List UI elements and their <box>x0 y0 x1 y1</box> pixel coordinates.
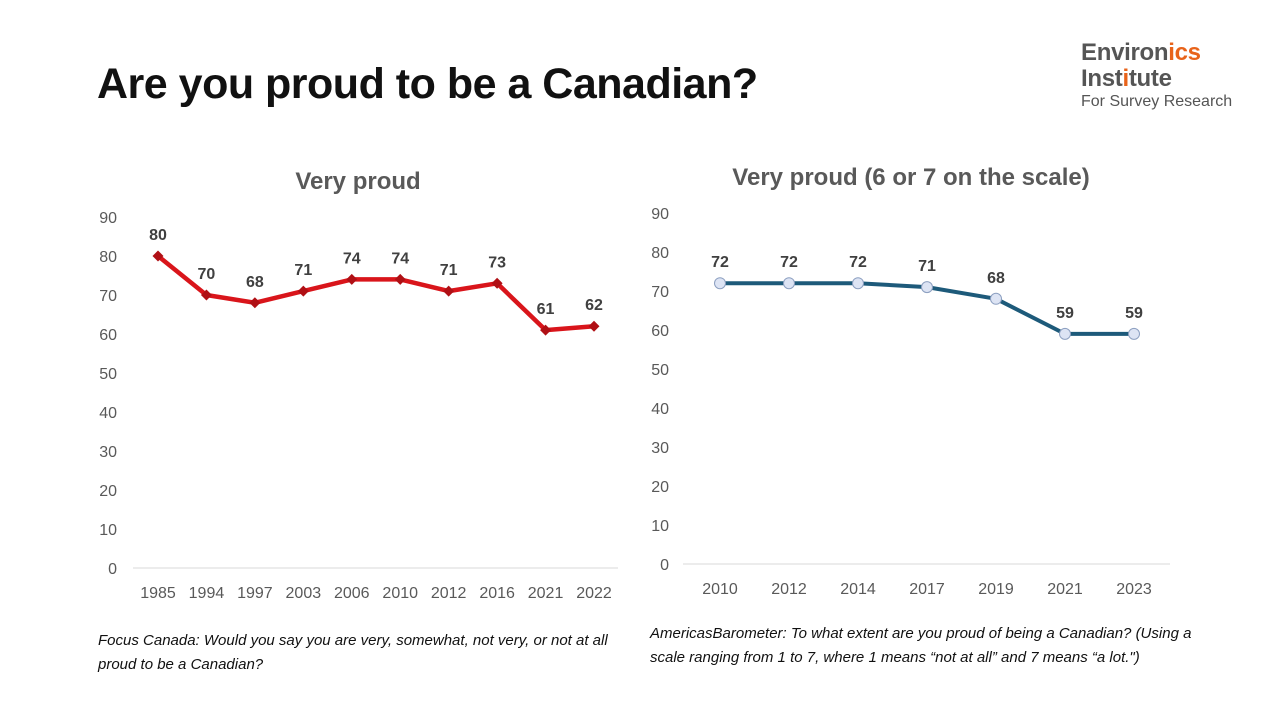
right-chart-point <box>1059 327 1071 340</box>
left-chart-ytick-label: 30 <box>99 444 117 461</box>
left-chart-point <box>540 324 552 336</box>
right-chart-xtick-label: 2014 <box>840 581 876 598</box>
left-chart-point <box>249 297 261 309</box>
left-chart-ytick-label: 80 <box>99 249 117 266</box>
logo-line-1: Environics <box>1081 40 1232 66</box>
left-chart-point <box>588 320 600 332</box>
right-chart-ytick-label: 50 <box>651 362 669 379</box>
left-chart-ytick-label: 70 <box>99 288 117 305</box>
right-chart-ytick-label: 40 <box>651 401 669 418</box>
left-chart-point <box>200 289 212 301</box>
left-chart-ytick-label: 0 <box>108 561 117 578</box>
right-chart-point <box>921 281 933 294</box>
right-chart-xtick-label: 2019 <box>978 581 1014 598</box>
left-chart-xtick-label: 1994 <box>189 585 225 602</box>
right-chart-data-label: 72 <box>849 254 867 271</box>
page-title: Are you proud to be a Canadian? <box>97 60 758 108</box>
left-chart: Very proud 0 10 20 30 40 50 60 70 80 90 1985 1994 199… <box>99 168 618 602</box>
right-chart-ytick-label: 20 <box>651 479 669 496</box>
logo-text: tute <box>1128 65 1172 92</box>
left-chart-xtick-label: 2006 <box>334 585 370 602</box>
right-chart-point <box>852 277 864 290</box>
left-chart-xtick-label: 2021 <box>528 585 564 602</box>
left-chart-data-label: 74 <box>343 250 361 267</box>
left-chart-ytick-label: 10 <box>99 522 117 539</box>
right-chart-ytick-label: 30 <box>651 440 669 457</box>
left-chart-data-label: 71 <box>294 262 312 279</box>
left-chart-data-label: 61 <box>537 301 555 318</box>
right-chart-ytick-label: 70 <box>651 284 669 301</box>
left-chart-xtick-label: 2022 <box>576 585 612 602</box>
logo-text: Inst <box>1081 65 1123 92</box>
left-chart-ytick-label: 90 <box>99 210 117 227</box>
left-chart-xtick-label: 2003 <box>286 585 322 602</box>
left-chart-note: Focus Canada: Would you say you are very… <box>98 632 608 673</box>
right-chart-note: AmericasBarometer: To what extent are yo… <box>650 625 1192 666</box>
logo-subtitle: For Survey Research <box>1081 93 1233 110</box>
left-chart-data-label: 73 <box>488 254 506 271</box>
right-chart-xtick-label: 2012 <box>771 581 807 598</box>
left-chart-ytick-label: 20 <box>99 483 117 500</box>
left-chart-data-label: 80 <box>149 227 167 244</box>
left-chart-xtick-label: 2012 <box>431 585 467 602</box>
left-chart-xtick-label: 2010 <box>382 585 418 602</box>
left-chart-point <box>297 285 309 297</box>
left-chart-point <box>152 250 164 262</box>
left-chart-ytick-label: 40 <box>99 405 117 422</box>
right-chart-title: Very proud (6 or 7 on the scale) <box>732 164 1089 191</box>
right-chart-point <box>990 292 1002 305</box>
right-chart-data-label: 59 <box>1125 305 1143 322</box>
right-chart-ytick-label: 60 <box>651 323 669 340</box>
logo-text: Environ <box>1081 39 1169 66</box>
right-chart-point <box>1128 327 1140 340</box>
right-chart-data-label: 72 <box>780 254 798 271</box>
left-chart-point <box>491 277 503 289</box>
left-chart-xtick-label: 1997 <box>237 585 273 602</box>
left-chart-data-label: 71 <box>440 262 458 279</box>
left-chart-point <box>346 273 358 285</box>
right-chart-data-label: 72 <box>711 254 729 271</box>
logo-line-2: Institute <box>1081 66 1232 92</box>
left-chart-data-label: 62 <box>585 297 603 314</box>
logo-accent-text: ics <box>1168 39 1201 66</box>
left-chart-data-label: 68 <box>246 274 264 291</box>
right-chart-data-label: 68 <box>987 270 1005 287</box>
left-chart-title: Very proud <box>295 168 420 195</box>
environics-logo: Environics Institute For Survey Research <box>1081 40 1232 112</box>
right-chart-xtick-label: 2021 <box>1047 581 1083 598</box>
right-chart: Very proud (6 or 7 on the scale) 0 10 20 30 4… <box>651 164 1170 598</box>
right-chart-point <box>714 277 726 290</box>
right-chart-ytick-label: 80 <box>651 245 669 262</box>
left-chart-data-label: 74 <box>391 250 409 267</box>
left-chart-ytick-label: 50 <box>99 366 117 383</box>
right-chart-ytick-label: 10 <box>651 518 669 535</box>
logo-accent-text: i <box>1122 65 1129 92</box>
left-chart-ytick-label: 60 <box>99 327 117 344</box>
right-chart-data-label: 71 <box>918 258 936 275</box>
left-chart-point <box>443 285 455 297</box>
left-chart-data-label: 70 <box>198 266 216 283</box>
right-chart-xtick-label: 2017 <box>909 581 945 598</box>
right-chart-point <box>783 277 795 290</box>
right-chart-data-label: 59 <box>1056 305 1074 322</box>
left-chart-series-line <box>155 253 597 333</box>
left-chart-xtick-label: 1985 <box>140 585 176 602</box>
left-chart-point <box>394 273 406 285</box>
right-chart-xtick-label: 2010 <box>702 581 738 598</box>
right-chart-ytick-label: 90 <box>651 206 669 223</box>
right-chart-ytick-label: 0 <box>660 557 669 574</box>
right-chart-xtick-label: 2023 <box>1116 581 1152 598</box>
left-chart-xtick-label: 2016 <box>479 585 515 602</box>
